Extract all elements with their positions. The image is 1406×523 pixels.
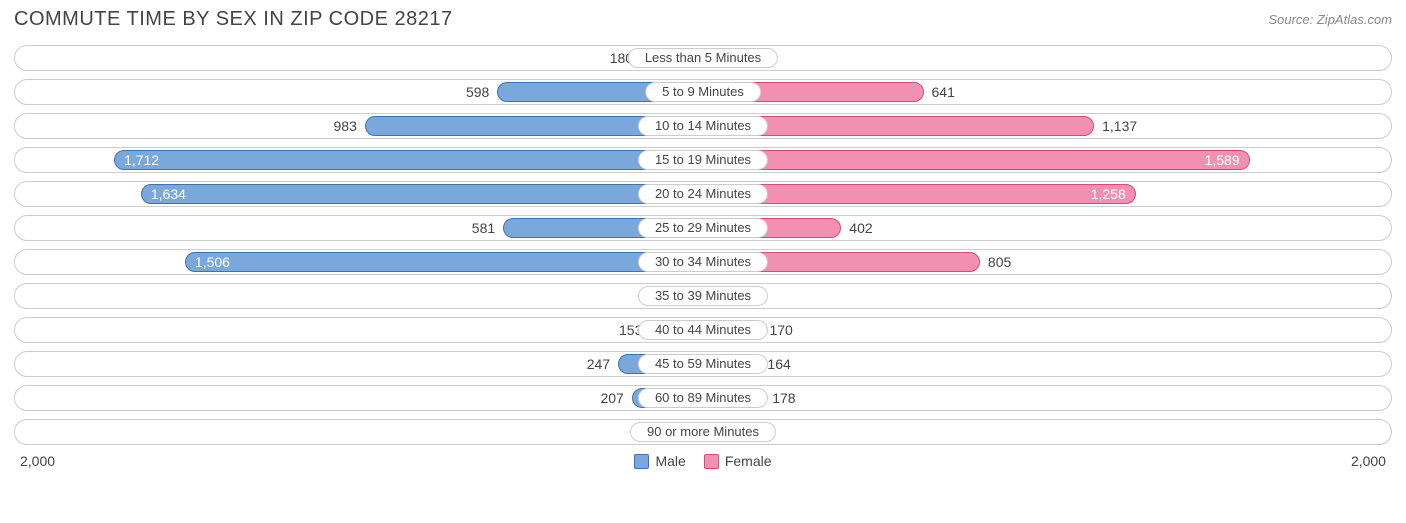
male-swatch-icon [634, 454, 649, 469]
category-pill: 20 to 24 Minutes [638, 184, 768, 204]
male-value-label: 983 [334, 114, 365, 138]
category-pill: 5 to 9 Minutes [645, 82, 761, 102]
male-bar [185, 252, 703, 272]
male-value-label: 598 [466, 80, 497, 104]
female-swatch-icon [704, 454, 719, 469]
category-pill: Less than 5 Minutes [628, 48, 778, 68]
legend: Male Female [634, 453, 771, 469]
category-pill: 60 to 89 Minutes [638, 388, 768, 408]
axis-max-left: 2,000 [20, 453, 55, 469]
male-bar [114, 150, 703, 170]
chart-source: Source: ZipAtlas.com [1268, 8, 1392, 27]
legend-label-female: Female [725, 453, 772, 469]
female-value-label: 805 [980, 250, 1011, 274]
legend-item-female: Female [704, 453, 772, 469]
male-value-label: 247 [587, 352, 618, 376]
male-value-label: 207 [600, 386, 631, 410]
female-value-label: 1,137 [1094, 114, 1137, 138]
female-bar [703, 150, 1250, 170]
female-value-label: 1,258 [1091, 182, 1136, 206]
male-value-label: 1,634 [141, 182, 186, 206]
male-value-label: 1,506 [185, 250, 230, 274]
female-value-label: 1,589 [1205, 148, 1250, 172]
female-value-label: 178 [764, 386, 795, 410]
male-value-label: 1,712 [114, 148, 159, 172]
legend-item-male: Male [634, 453, 685, 469]
chart-title: COMMUTE TIME BY SEX IN ZIP CODE 28217 [14, 8, 453, 31]
bar-row: 24716445 to 59 Minutes [14, 351, 1392, 377]
bar-row: 581 402 25 to 29 Minutes [14, 215, 1392, 241]
male-value-label: 581 [472, 216, 503, 240]
female-value-label: 641 [924, 80, 955, 104]
category-pill: 40 to 44 Minutes [638, 320, 768, 340]
bar-row: 721735 to 39 Minutes [14, 283, 1392, 309]
male-bar [141, 184, 703, 204]
bar-row: 1,712 1,589 15 to 19 Minutes [14, 147, 1392, 173]
category-pill: 25 to 29 Minutes [638, 218, 768, 238]
bar-row: 983 1,137 10 to 14 Minutes [14, 113, 1392, 139]
bar-row: 4910390 or more Minutes [14, 419, 1392, 445]
legend-label-male: Male [655, 453, 685, 469]
category-pill: 30 to 34 Minutes [638, 252, 768, 272]
female-value-label: 402 [841, 216, 872, 240]
axis-max-right: 2,000 [1351, 453, 1386, 469]
bar-row: 1,506 805 30 to 34 Minutes [14, 249, 1392, 275]
category-pill: 35 to 39 Minutes [638, 286, 768, 306]
category-pill: 15 to 19 Minutes [638, 150, 768, 170]
category-pill: 90 or more Minutes [630, 422, 776, 442]
diverging-bar-chart: 18064Less than 5 Minutes 598 641 5 to 9 Min… [0, 35, 1406, 445]
bar-row: 18064Less than 5 Minutes [14, 45, 1392, 71]
bar-row: 1,634 1,258 20 to 24 Minutes [14, 181, 1392, 207]
chart-footer: 2,000 Male Female 2,000 [0, 453, 1406, 469]
category-pill: 45 to 59 Minutes [638, 354, 768, 374]
category-pill: 10 to 14 Minutes [638, 116, 768, 136]
bar-row: 598 641 5 to 9 Minutes [14, 79, 1392, 105]
bar-row: 207 17860 to 89 Minutes [14, 385, 1392, 411]
chart-header: COMMUTE TIME BY SEX IN ZIP CODE 28217 So… [0, 0, 1406, 35]
bar-row: 15317040 to 44 Minutes [14, 317, 1392, 343]
